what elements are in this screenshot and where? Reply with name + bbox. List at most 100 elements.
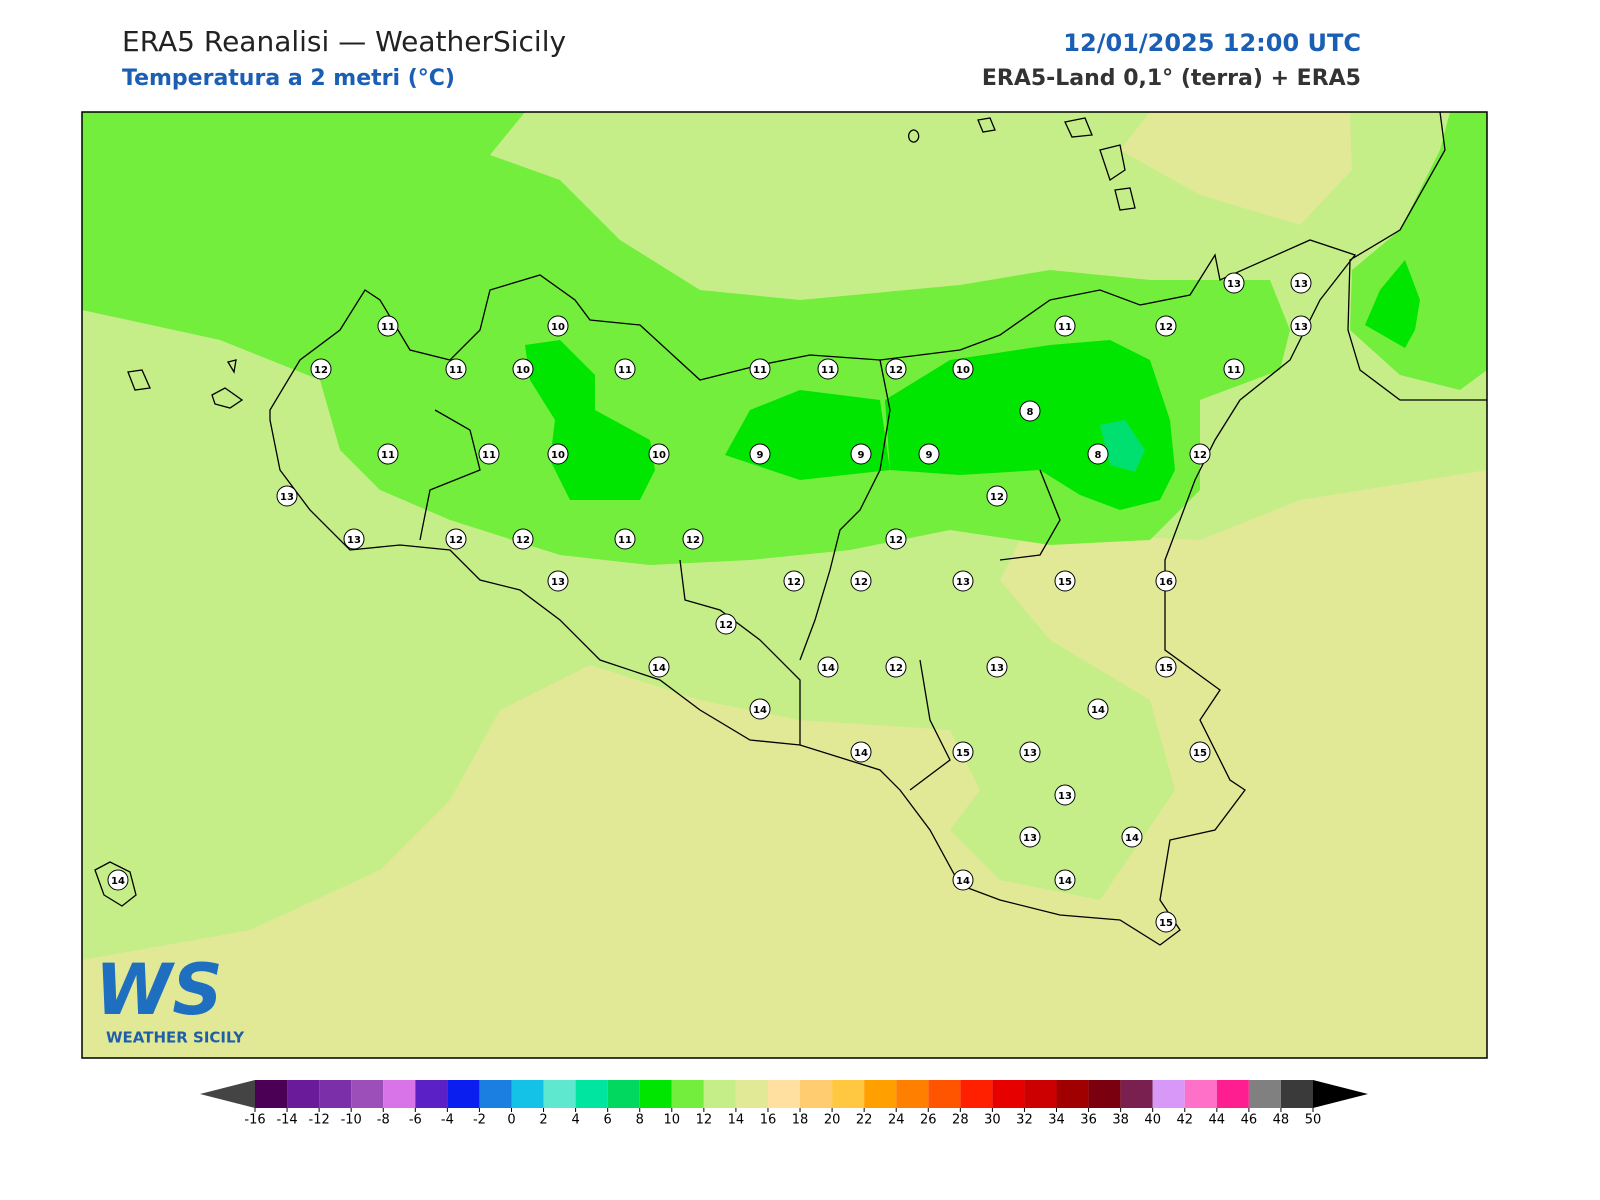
date: 12/01/2025 12:00 UTC	[1063, 29, 1361, 57]
station-marker	[1054, 570, 1076, 592]
colorbar-segment	[1152, 1080, 1185, 1108]
colorbar-tick-label: 42	[1176, 1113, 1193, 1128]
colorbar-segment	[832, 1080, 865, 1108]
station-marker	[817, 656, 839, 678]
station-marker	[648, 443, 670, 465]
map-frame	[81, 111, 1488, 1059]
colorbar-segment	[479, 1080, 512, 1108]
colorbar-segment	[351, 1080, 384, 1108]
station-value: 10	[551, 450, 565, 461]
colorbar-tick-label: -12	[309, 1113, 330, 1128]
station-value: 11	[1227, 365, 1241, 376]
station-marker	[614, 358, 636, 380]
subtitle: Temperatura a 2 metri (°C)	[122, 66, 455, 91]
station-value: 13	[1023, 748, 1037, 759]
colorbar-tick-label: 30	[984, 1113, 1001, 1128]
station-marker	[648, 656, 670, 678]
station-marker	[682, 528, 704, 550]
colorbar-segment	[928, 1080, 961, 1108]
station-value: 11	[618, 365, 632, 376]
station-value: 12	[787, 577, 801, 588]
station-marker	[952, 358, 974, 380]
colorbar-tick-label: -4	[441, 1113, 454, 1128]
station-marker	[749, 358, 771, 380]
colorbar-segment	[543, 1080, 576, 1108]
colorbar-segment	[575, 1080, 608, 1108]
station-marker	[107, 869, 129, 891]
colorbar-segment	[415, 1080, 448, 1108]
station-value: 10	[956, 365, 970, 376]
station-value: 9	[926, 450, 933, 461]
colorbar-segment	[703, 1080, 736, 1108]
station-value: 12	[990, 492, 1004, 503]
station-value: 13	[1294, 322, 1308, 333]
station-marker	[850, 443, 872, 465]
station-marker	[749, 443, 771, 465]
field	[1365, 260, 1420, 348]
colorbar-tick-label: 48	[1273, 1113, 1290, 1128]
station-marker	[952, 570, 974, 592]
station-marker	[885, 656, 907, 678]
colorbar-tick-label: 50	[1305, 1113, 1322, 1128]
station-marker	[478, 443, 500, 465]
station-marker	[1189, 741, 1211, 763]
station-marker	[1087, 443, 1109, 465]
colorbar-tick-label: -6	[409, 1113, 422, 1128]
stations: 11 10 12 11 10 11 11 11 12 10 11 12 13 13 13 11 8 11 11 10 1…	[107, 272, 1312, 933]
station-value: 13	[1294, 279, 1308, 290]
station-value: 11	[482, 450, 496, 461]
colorbar-segment	[287, 1080, 320, 1108]
colorbar-segment	[1056, 1080, 1089, 1108]
station-value: 13	[1227, 279, 1241, 290]
station-value: 11	[618, 535, 632, 546]
colorbar-tick-label: 14	[728, 1113, 745, 1128]
colorbar-tick-label: -14	[276, 1113, 297, 1128]
station-value: 12	[314, 365, 328, 376]
colorbar-tick-label: 34	[1048, 1113, 1065, 1128]
station-value: 13	[347, 535, 361, 546]
station-value: 13	[990, 663, 1004, 674]
station-value: 14	[1125, 833, 1139, 844]
station-marker	[445, 358, 467, 380]
station-marker	[547, 315, 569, 337]
colorbar-tick-label: 16	[760, 1113, 777, 1128]
field	[1100, 420, 1145, 472]
station-value: 11	[821, 365, 835, 376]
station-marker	[1087, 698, 1109, 720]
station-value: 12	[449, 535, 463, 546]
logo-text: WEATHER SICILY	[106, 1029, 245, 1047]
colorbar-segment	[1120, 1080, 1153, 1108]
station-marker	[1019, 826, 1041, 848]
station-value: 12	[889, 535, 903, 546]
station-value: 14	[1091, 705, 1105, 716]
colorbar-tick-label: 10	[664, 1113, 681, 1128]
station-marker	[986, 485, 1008, 507]
station-value: 12	[719, 620, 733, 631]
colorbar-tick-label: 46	[1241, 1113, 1258, 1128]
station-marker	[1019, 400, 1041, 422]
station-marker	[343, 528, 365, 550]
title: ERA5 Reanalisi — WeatherSicily	[122, 25, 566, 58]
colorbar-tick-label: 26	[920, 1113, 937, 1128]
station-value: 13	[1058, 791, 1072, 802]
station-value: 11	[753, 365, 767, 376]
station-value: 10	[551, 322, 565, 333]
station-marker	[1189, 443, 1211, 465]
logo: WS WEATHER SICILY	[95, 949, 245, 1046]
colorbar-segment	[511, 1080, 544, 1108]
station-marker	[1223, 358, 1245, 380]
station-marker	[1223, 272, 1245, 294]
colorbar-tick-label: 36	[1080, 1113, 1097, 1128]
station-marker	[1019, 741, 1041, 763]
station-marker	[1155, 911, 1177, 933]
station-value: 12	[1159, 322, 1173, 333]
station-marker	[1290, 315, 1312, 337]
colorbar-segment	[671, 1080, 704, 1108]
colorbar-segment	[1248, 1080, 1281, 1108]
station-value: 9	[757, 450, 764, 461]
field	[82, 470, 1487, 1058]
colorbar-segment	[639, 1080, 672, 1108]
station-marker	[1155, 656, 1177, 678]
station-value: 14	[753, 705, 767, 716]
